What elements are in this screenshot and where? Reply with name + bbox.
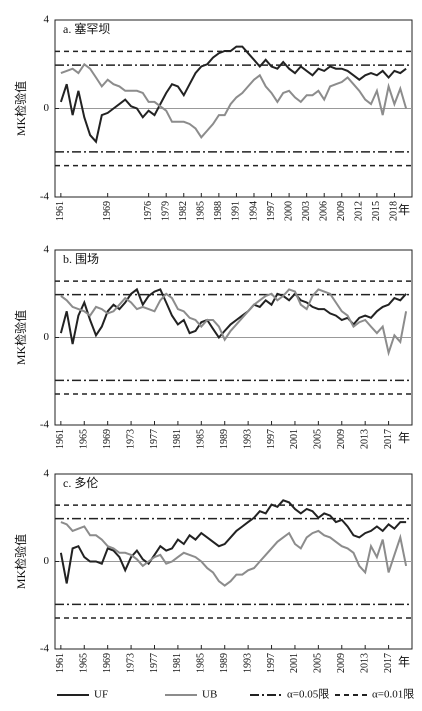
- x-tick-label: 1981: [172, 429, 183, 449]
- x-tick-label: 1973: [125, 429, 136, 449]
- y-tick-label: 0: [44, 102, 50, 114]
- x-tick-label: 1965: [79, 429, 90, 449]
- x-tick-label: 2018: [389, 201, 400, 221]
- y-tick-label: 4: [44, 244, 50, 256]
- x-tick-label: 1965: [79, 653, 90, 673]
- y-tick-label: 0: [44, 331, 50, 343]
- x-tick-label: 1961: [55, 429, 66, 449]
- legend-label: UB: [202, 689, 217, 701]
- x-tick-label: 1985: [196, 201, 207, 221]
- x-tick-label: 1977: [149, 429, 160, 449]
- x-tick-label: 2009: [336, 653, 347, 673]
- x-tick-label: 2009: [336, 201, 347, 221]
- x-tick-label: 1979: [160, 201, 171, 221]
- series-line: [59, 45, 407, 144]
- x-tick-label: 1997: [266, 653, 277, 673]
- panel-title: b. 围场: [63, 252, 99, 266]
- x-tick-label: 1961: [55, 653, 66, 673]
- x-tick-label: 1976: [143, 201, 154, 221]
- y-axis-label: MK检验值: [13, 81, 28, 136]
- y-tick-label: -4: [40, 643, 50, 655]
- x-tick-label: 2000: [283, 201, 294, 221]
- x-tick-label: 2001: [289, 653, 300, 673]
- x-axis-label: 年: [398, 655, 410, 669]
- legend-label: UF: [94, 689, 108, 701]
- x-tick-label: 1969: [102, 201, 113, 221]
- x-tick-label: 2015: [371, 201, 382, 221]
- series-line: [59, 499, 407, 584]
- x-tick-label: 2005: [313, 429, 324, 449]
- x-tick-label: 1961: [55, 201, 66, 221]
- series-line: [60, 521, 408, 587]
- x-tick-label: 1994: [248, 201, 259, 221]
- x-tick-label: 2005: [313, 653, 324, 673]
- series-line: [60, 62, 408, 139]
- x-tick-label: 1997: [266, 429, 277, 449]
- x-tick-label: 1997: [266, 201, 277, 221]
- x-tick-label: 2006: [319, 201, 330, 221]
- panel-title: a. 塞罕坝: [63, 21, 110, 36]
- y-axis-label: MK检验值: [13, 310, 28, 365]
- x-tick-label: 2003: [301, 201, 312, 221]
- x-tick-label: 1993: [242, 429, 253, 449]
- legend-label: α=0.05限: [287, 688, 329, 701]
- x-tick-label: 2013: [359, 653, 370, 673]
- x-tick-label: 1991: [231, 201, 242, 221]
- x-axis-label: 年: [398, 431, 410, 445]
- x-axis-label: 年: [398, 203, 410, 217]
- series-line: [59, 287, 407, 345]
- x-tick-label: 1985: [196, 653, 207, 673]
- x-tick-label: 1989: [219, 429, 230, 449]
- x-tick-label: 1989: [219, 653, 230, 673]
- series-line: [60, 288, 408, 357]
- x-tick-label: 2017: [383, 653, 394, 673]
- x-tick-label: 1969: [102, 429, 113, 449]
- y-tick-label: 0: [44, 555, 50, 567]
- x-tick-label: 1973: [125, 653, 136, 673]
- x-tick-label: 1985: [196, 429, 207, 449]
- y-tick-label: -4: [40, 191, 50, 203]
- x-tick-label: 2017: [383, 429, 394, 449]
- x-tick-label: 1977: [149, 653, 160, 673]
- y-tick-label: 4: [44, 468, 50, 480]
- x-tick-label: 1993: [242, 653, 253, 673]
- y-tick-label: 4: [44, 14, 50, 26]
- y-axis-label: MK检验值: [13, 534, 28, 589]
- x-tick-label: 2013: [359, 429, 370, 449]
- x-tick-label: 1982: [178, 201, 189, 221]
- panel-title: c. 多伦: [63, 475, 98, 490]
- y-tick-label: -4: [40, 419, 50, 431]
- x-tick-label: 2012: [354, 201, 365, 221]
- x-tick-label: 1988: [213, 201, 224, 221]
- x-tick-label: 1969: [102, 653, 113, 673]
- x-tick-label: 2009: [336, 429, 347, 449]
- x-tick-label: 1981: [172, 653, 183, 673]
- legend-label: α=0.01限: [372, 688, 414, 701]
- x-tick-label: 2001: [289, 429, 300, 449]
